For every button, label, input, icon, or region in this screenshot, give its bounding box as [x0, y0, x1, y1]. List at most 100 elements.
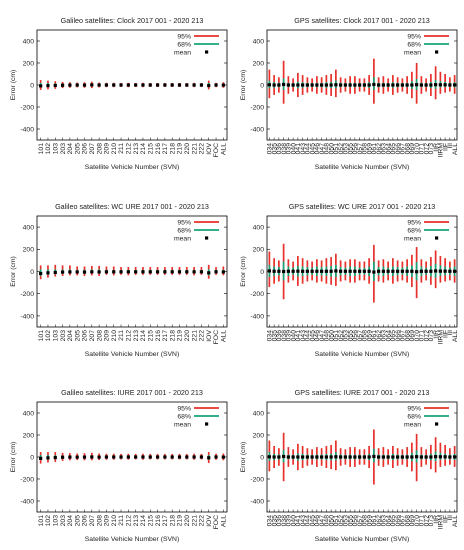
mean-marker-IIF	[443, 83, 447, 87]
mean-marker-211	[119, 455, 123, 459]
mean-marker-058	[362, 269, 366, 273]
mean-marker-219	[177, 270, 182, 274]
y-tick-label: 0	[260, 269, 264, 276]
mean-marker-073	[429, 269, 433, 273]
mean-marker-044	[305, 269, 309, 273]
mean-marker-036	[277, 269, 281, 273]
legend-label-mean: mean	[404, 422, 421, 429]
mean-marker-217	[163, 83, 167, 87]
x-tick-label-218: 218	[169, 143, 176, 155]
x-tick-label-219: 219	[177, 330, 184, 342]
mean-marker-043	[301, 269, 305, 273]
mean-marker-206	[82, 83, 87, 87]
x-tick-label-038: 038	[281, 143, 288, 155]
mean-marker-213	[134, 455, 138, 459]
mean-marker-209	[104, 83, 109, 87]
mean-marker-212	[126, 270, 130, 274]
mean-marker-035	[272, 83, 276, 87]
mean-marker-073	[429, 83, 433, 87]
mean-marker-207	[90, 270, 94, 274]
x-tick-label-210: 210	[111, 515, 118, 527]
x-tick-label-IOV: IOV	[206, 515, 213, 527]
x-tick-label-211: 211	[118, 143, 125, 154]
mean-marker-212	[126, 83, 130, 87]
x-tick-label-IIRM: IIRM	[438, 515, 445, 530]
y-tick-label: -200	[20, 104, 34, 111]
x-tick-label-052: 052	[338, 143, 345, 155]
legend-label-68: 68%	[177, 414, 191, 421]
mean-marker-068	[405, 455, 409, 459]
mean-marker-034	[267, 83, 271, 87]
y-tick-label: 200	[23, 60, 35, 67]
x-tick-label-043: 043	[300, 143, 307, 155]
x-tick-label-205: 205	[74, 515, 81, 527]
x-tick-label-072: 072	[423, 330, 430, 342]
x-tick-label-203: 203	[60, 143, 67, 155]
mean-marker-ALL	[221, 83, 225, 87]
x-tick-label-041: 041	[295, 330, 302, 342]
mean-marker-045	[310, 455, 314, 459]
mean-marker-IIR	[434, 83, 438, 87]
x-tick-label-209: 209	[104, 515, 111, 527]
mean-marker-217	[163, 270, 167, 274]
mean-marker-IIF	[443, 455, 447, 459]
x-tick-label-068: 068	[404, 515, 411, 527]
x-axis-label: Satellite Vehicle Number (SVN)	[85, 351, 179, 358]
mean-marker-056	[353, 455, 357, 459]
x-tick-label-066: 066	[395, 143, 402, 155]
mean-marker-056	[353, 269, 357, 273]
x-tick-label-ALL: ALL	[221, 330, 228, 342]
mean-marker-102	[46, 84, 50, 88]
mean-marker-039	[286, 269, 290, 273]
x-tick-label-IIF: IIF	[442, 515, 449, 523]
legend-label-95: 95%	[177, 34, 191, 41]
x-tick-label-061: 061	[371, 515, 378, 527]
mean-marker-209	[104, 455, 109, 459]
legend-label-95: 95%	[407, 406, 421, 413]
mean-marker-206	[82, 455, 87, 459]
y-axis-label: Error (cm)	[10, 256, 17, 287]
mean-marker-061	[372, 454, 376, 459]
x-tick-label-212: 212	[126, 330, 133, 342]
x-tick-label-208: 208	[96, 143, 103, 155]
mean-marker-218	[170, 270, 174, 274]
y-tick-label: 400	[253, 38, 265, 45]
mean-marker-062	[377, 83, 381, 87]
mean-marker-ALL	[221, 270, 225, 274]
x-tick-label-073: 073	[428, 143, 435, 155]
mean-marker-065	[391, 455, 395, 459]
x-tick-label-FOC: FOC	[213, 515, 220, 529]
x-tick-label-038: 038	[281, 330, 288, 342]
x-tick-label-211: 211	[118, 330, 125, 341]
mean-marker-035	[272, 455, 276, 459]
x-tick-label-210: 210	[111, 143, 118, 155]
x-tick-label-220: 220	[184, 515, 191, 527]
x-tick-label-067: 067	[400, 143, 407, 155]
x-tick-label-212: 212	[126, 143, 133, 155]
x-tick-label-040: 040	[290, 515, 297, 527]
x-tick-label-064: 064	[385, 330, 392, 342]
x-axis-label: Satellite Vehicle Number (SVN)	[315, 351, 409, 358]
mean-marker-221	[192, 83, 196, 87]
mean-marker-055	[348, 83, 352, 87]
mean-marker-222	[199, 455, 204, 459]
mean-marker-204	[68, 83, 72, 87]
mean-marker-069	[410, 269, 414, 273]
mean-marker-043	[301, 455, 305, 459]
y-tick-label: 400	[23, 410, 35, 417]
x-tick-label-IIR: IIR	[433, 330, 440, 339]
mean-marker-071	[419, 269, 423, 273]
x-tick-label-206: 206	[82, 330, 89, 342]
x-tick-label-203: 203	[60, 515, 67, 527]
y-tick-label: -400	[250, 498, 264, 505]
x-tick-label-101: 101	[38, 143, 45, 155]
x-tick-label-221: 221	[191, 515, 198, 527]
x-tick-label-034: 034	[267, 515, 274, 527]
x-tick-label-061: 061	[371, 143, 378, 155]
x-tick-label-069: 069	[409, 330, 416, 342]
legend-label-95: 95%	[177, 220, 191, 227]
mean-marker-221	[192, 270, 196, 274]
x-tick-label-047: 047	[319, 515, 326, 527]
x-tick-label-067: 067	[400, 330, 407, 342]
x-tick-label-103: 103	[52, 330, 59, 342]
